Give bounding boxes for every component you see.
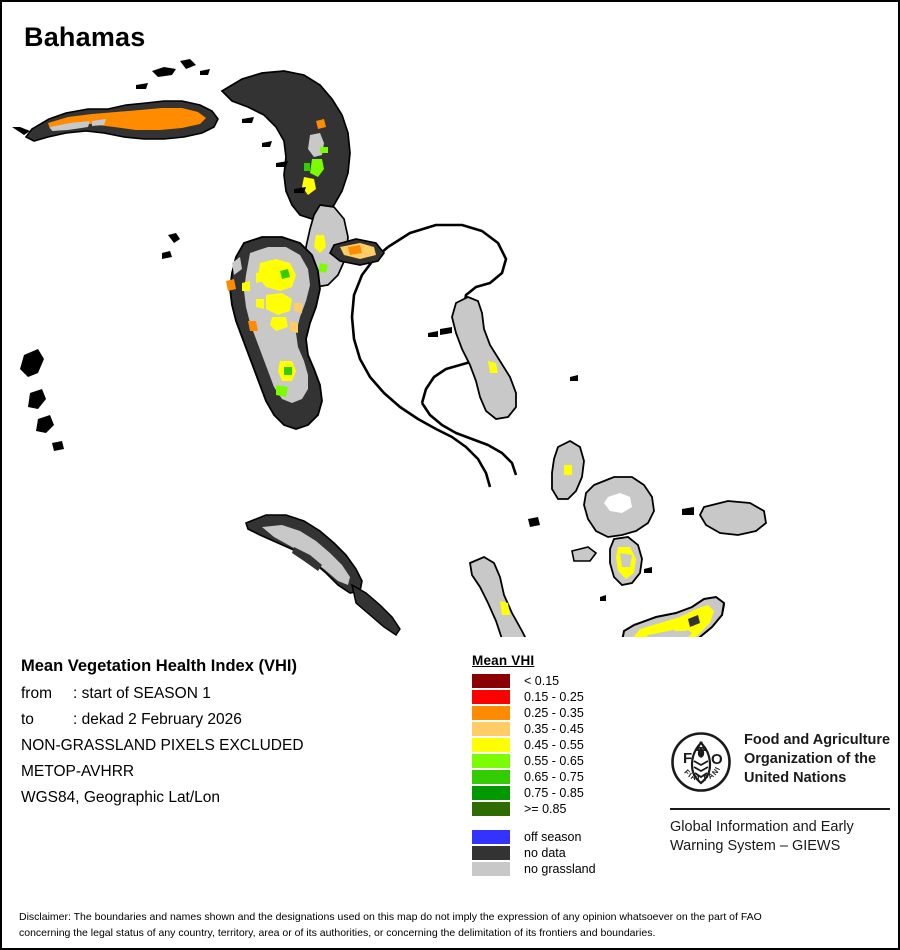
legend-swatch: [472, 754, 510, 768]
fao-logo-row: F A O FIAT PANIS Food and Agriculture Or…: [667, 724, 892, 798]
legend-swatch: [472, 846, 510, 860]
fao-emblem-icon: F A O FIAT PANIS: [667, 724, 732, 798]
map-metadata-block: Mean Vegetation Health Index (VHI) from …: [21, 657, 451, 815]
island-long-island: [468, 555, 527, 637]
island-grand-bahama: [12, 100, 219, 142]
legend-row-no-grassland: no grassland: [472, 861, 596, 877]
island-berry-islands: [20, 233, 180, 451]
legend-swatch: [472, 738, 510, 752]
legend-label: 0.65 - 0.75: [524, 770, 584, 784]
legend-label: off season: [524, 830, 582, 844]
island-san-salvador: [528, 517, 598, 562]
map-background: [4, 57, 898, 637]
page-title: Bahamas: [24, 22, 146, 52]
legend-spacer: [472, 817, 596, 829]
metadata-to-key: to: [21, 711, 34, 728]
svg-text:F: F: [683, 750, 692, 767]
island-acklins: [583, 476, 655, 586]
metadata-projection: WGS84, Geographic Lat/Lon: [21, 789, 221, 806]
legend-row: 0.75 - 0.85: [472, 785, 596, 801]
fao-org-line-3: United Nations: [744, 770, 847, 787]
giews-line-2: Warning System – GIEWS: [670, 838, 841, 855]
legend-label: 0.25 - 0.35: [524, 706, 584, 720]
island-andros: [226, 236, 323, 430]
disclaimer: Disclaimer: The boundaries and names sho…: [19, 910, 879, 942]
legend-swatch: [472, 802, 510, 816]
disclaimer-line-2: concerning the legal status of any count…: [19, 926, 656, 939]
legend-row-off-season: off season: [472, 829, 596, 845]
legend-row: < 0.15: [472, 673, 596, 689]
bahamas-map-svg: [4, 57, 898, 637]
legend-swatch: [472, 862, 510, 876]
fao-org-line-2: Organization of the: [744, 751, 877, 768]
disclaimer-line-1: Disclaimer: The boundaries and names sho…: [19, 911, 762, 923]
metadata-heading: Mean Vegetation Health Index (VHI): [21, 657, 297, 675]
legend-swatch: [472, 706, 510, 720]
fao-branding-block: F A O FIAT PANIS Food and Agriculture Or…: [667, 724, 892, 857]
legend-row: >= 0.85: [472, 801, 596, 817]
metadata-row-from: from : start of SEASON 1: [21, 685, 451, 703]
fao-divider: [670, 808, 890, 810]
legend-swatch: [472, 786, 510, 800]
legend-swatch: [472, 674, 510, 688]
island-great-inagua: [621, 595, 726, 637]
legend-swatch: [472, 830, 510, 844]
metadata-pixel-note: NON-GRASSLAND PIXELS EXCLUDED: [21, 737, 304, 754]
legend-label: < 0.15: [524, 674, 560, 688]
fao-org-line-1: Food and Agriculture: [744, 732, 891, 748]
legend-row: 0.25 - 0.35: [472, 705, 596, 721]
legend-label: no grassland: [524, 862, 596, 876]
island-mayaguana: [682, 500, 767, 536]
legend-label: no data: [524, 846, 566, 860]
legend-row: 0.55 - 0.65: [472, 753, 596, 769]
svg-text:A: A: [696, 738, 706, 754]
legend-row: 0.35 - 0.45: [472, 721, 596, 737]
legend-row-no-data: no data: [472, 845, 596, 861]
legend-label: >= 0.85: [524, 802, 567, 816]
legend-label: 0.45 - 0.55: [524, 738, 584, 752]
legend-row: 0.15 - 0.25: [472, 689, 596, 705]
metadata-sensor: METOP-AVHRR: [21, 763, 135, 780]
island-central-cays: [242, 117, 306, 193]
legend-title: Mean VHI: [472, 653, 535, 668]
legend-swatch: [472, 690, 510, 704]
giews-line-1: Global Information and Early: [670, 819, 854, 835]
fao-organization-name: Food and Agriculture Organization of the…: [744, 731, 890, 788]
legend-label: 0.35 - 0.45: [524, 722, 584, 736]
map-canvas[interactable]: [4, 57, 898, 637]
metadata-row-to: to : dekad 2 February 2026: [21, 711, 451, 729]
legend-swatch: [472, 722, 510, 736]
metadata-from-key: from: [21, 685, 52, 702]
metadata-to-value: : dekad 2 February 2026: [73, 711, 242, 728]
island-eleuthera: [428, 296, 517, 420]
legend-row: 0.65 - 0.75: [472, 769, 596, 785]
island-misc-cays: [570, 375, 652, 601]
island-northern-cays: [136, 59, 210, 89]
legend-label: 0.15 - 0.25: [524, 690, 584, 704]
legend-label: 0.55 - 0.65: [524, 754, 584, 768]
legend-swatch: [472, 770, 510, 784]
legend-label: 0.75 - 0.85: [524, 786, 584, 800]
island-exuma-chain: [245, 514, 401, 636]
legend-row: 0.45 - 0.55: [472, 737, 596, 753]
island-cat-island: [551, 439, 585, 500]
giews-programme-name: Global Information and Early Warning Sys…: [670, 818, 892, 857]
island-new-providence: [328, 238, 386, 266]
metadata-from-value: : start of SEASON 1: [73, 685, 211, 702]
svg-text:O: O: [711, 751, 723, 768]
map-legend: Mean VHI < 0.15 0.15 - 0.25 0.25 - 0.35 …: [472, 653, 596, 877]
